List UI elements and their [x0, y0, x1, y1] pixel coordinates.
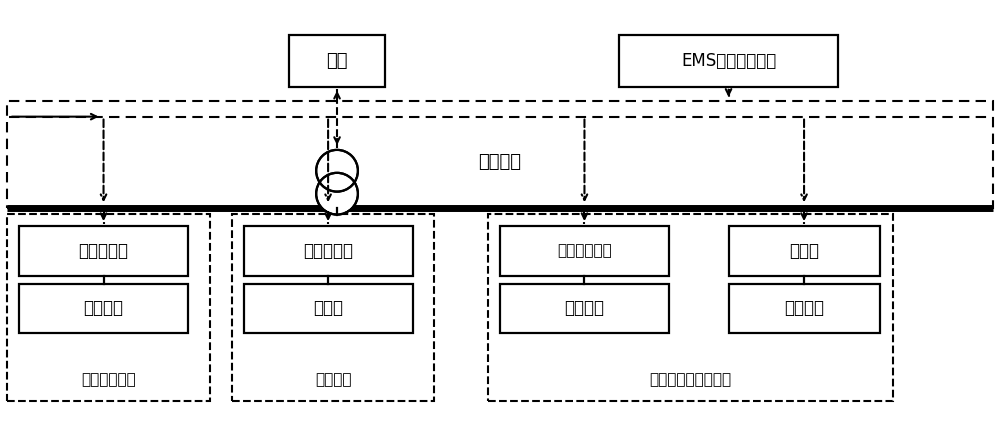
Bar: [244, 283, 413, 333]
Text: 电池仓: 电池仓: [789, 242, 819, 260]
Bar: [488, 214, 893, 401]
Text: 储能变流器: 储能变流器: [303, 242, 353, 260]
Bar: [500, 283, 669, 333]
Text: 光伏组件: 光伏组件: [84, 300, 124, 318]
Text: 交直流充电机: 交直流充电机: [557, 243, 612, 258]
Bar: [729, 226, 880, 276]
Bar: [244, 226, 413, 276]
Text: 电网: 电网: [326, 52, 348, 70]
Text: 光伏逆变器: 光伏逆变器: [79, 242, 129, 260]
Bar: [7, 214, 210, 401]
Text: 电动汽车: 电动汽车: [784, 300, 824, 318]
Bar: [619, 35, 838, 87]
Bar: [500, 226, 669, 276]
Circle shape: [317, 151, 357, 191]
Bar: [729, 283, 880, 333]
Text: 电动汽车: 电动汽车: [564, 300, 604, 318]
Bar: [7, 101, 993, 208]
Text: 光伏发电模块: 光伏发电模块: [81, 372, 136, 388]
Bar: [289, 35, 385, 87]
Text: 储能模块: 储能模块: [315, 372, 351, 388]
Bar: [19, 283, 188, 333]
Text: 配电系统: 配电系统: [479, 153, 522, 171]
Bar: [232, 214, 434, 401]
Bar: [19, 226, 188, 276]
Text: 电动汽车充换电模块: 电动汽车充换电模块: [650, 372, 732, 388]
Circle shape: [317, 174, 357, 214]
Text: 电池箱: 电池箱: [313, 300, 343, 318]
Text: EMS能量管理系统: EMS能量管理系统: [681, 52, 776, 70]
